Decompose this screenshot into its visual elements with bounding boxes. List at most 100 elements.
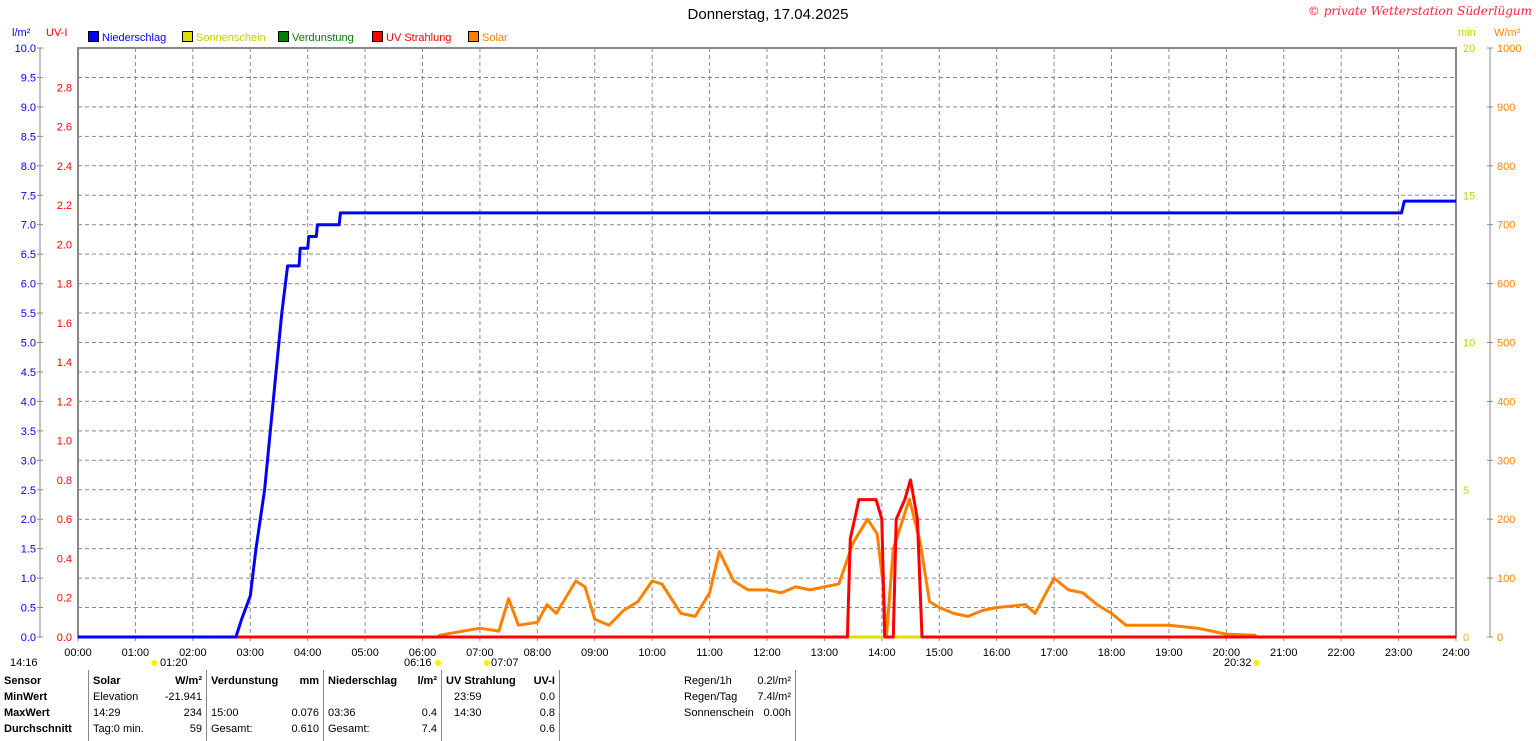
niederschlag-unit: l/m² <box>417 675 437 687</box>
y-tick-label-niederschlag: 3.0 <box>21 455 36 467</box>
x-tick-label: 24:00 <box>1442 647 1470 659</box>
y-tick-label-niederschlag: 5.5 <box>21 308 36 320</box>
cell: -21.941 <box>164 691 202 703</box>
y-tick-label-niederschlag: 2.0 <box>21 514 36 526</box>
verdunstung-head: Verdunstung <box>211 675 279 687</box>
chart: 00:00 01:00 02:00 03:00 04:00 05:00 06:00 07:00… <box>15 43 1521 666</box>
cell: 7.4 <box>421 723 437 735</box>
wm-unit: W/m² <box>1494 27 1521 39</box>
legend-label: Niederschlag <box>102 32 167 44</box>
sun-moon-marker-icon <box>435 660 442 666</box>
cell: 0.610 <box>291 723 319 735</box>
sunrise-marker: 06:16 <box>404 657 432 669</box>
x-tick-label: 07:00 <box>466 647 494 659</box>
y-tick-label-solar: 500 <box>1497 338 1515 350</box>
x-tick-label: 23:00 <box>1385 647 1413 659</box>
y-tick-label-niederschlag: 0.0 <box>21 632 36 644</box>
sun-moon-marker-icon <box>151 660 158 666</box>
y-tick-label-niederschlag: 10.0 <box>15 43 36 55</box>
legend-swatch <box>372 31 383 42</box>
legend-item: Sonnenschein <box>182 31 266 44</box>
left-unit: l/m² <box>12 27 31 39</box>
y-tick-label-uv: 0.6 <box>57 514 72 526</box>
moonset-marker: 07:07 <box>491 657 519 669</box>
y-tick-label-solar: 400 <box>1497 396 1515 408</box>
x-tick-label: 08:00 <box>524 647 552 659</box>
niederschlag-column: Niederschlag l/m² 03:36 0.4 Gesamt: 7.4 <box>324 670 442 741</box>
y-tick-label-min: 10 <box>1463 338 1475 350</box>
cell: 59 <box>189 723 202 735</box>
daylength-marker: 14:16 <box>10 657 38 669</box>
x-tick-label: 05:00 <box>351 647 379 659</box>
legend-swatch <box>468 31 479 42</box>
uv-head: UV Strahlung <box>446 675 516 687</box>
y-tick-label-niederschlag: 1.0 <box>21 573 36 585</box>
cell: 0.00h <box>763 707 791 719</box>
uv-unit-cell: UV-I <box>533 675 555 687</box>
cell: Tag:0 min. <box>93 723 144 735</box>
summary-column: Regen/1h 0.2l/m² Regen/Tag 7.4l/m² Sonnens… <box>680 670 796 741</box>
cell: Regen/1h <box>684 675 732 687</box>
series-niederschlag <box>78 199 1456 639</box>
y-tick-label-uv: 0.8 <box>57 475 72 487</box>
y-tick-label-niederschlag: 9.5 <box>21 72 36 84</box>
legend-swatch <box>278 31 289 42</box>
y-tick-label-solar: 300 <box>1497 455 1515 467</box>
y-tick-label-niederschlag: 1.5 <box>21 544 36 556</box>
cell: 14:30 <box>454 707 482 719</box>
y-tick-label-niederschlag: 4.5 <box>21 367 36 379</box>
y-tick-label-min: 5 <box>1463 485 1469 497</box>
y-tick-label-uv: 0.4 <box>57 553 72 565</box>
y-tick-label-solar: 900 <box>1497 102 1515 114</box>
sensor-head: Sensor <box>4 675 42 687</box>
cell: 7.4l/m² <box>757 691 791 703</box>
chart-title: Donnerstag, 17.04.2025 <box>687 6 849 23</box>
y-tick-label-niederschlag: 7.0 <box>21 220 36 232</box>
legend-swatch <box>182 31 193 42</box>
y-tick-label-niederschlag: 9.0 <box>21 102 36 114</box>
legend-label: Sonnenschein <box>196 32 266 44</box>
min-unit: min <box>1458 27 1476 39</box>
series-solar <box>78 497 1456 639</box>
y-tick-label-uv: 2.2 <box>57 200 72 212</box>
y-tick-label-solar: 800 <box>1497 161 1515 173</box>
x-tick-label: 00:00 <box>64 647 92 659</box>
y-tick-label-solar: 1000 <box>1497 43 1521 55</box>
x-tick-label: 11:00 <box>696 647 723 659</box>
x-tick-label: 03:00 <box>236 647 264 659</box>
y-tick-label-uv: 2.8 <box>57 82 72 94</box>
uv-unit: UV-I <box>46 27 68 39</box>
credit: © private Wetterstation Süderlügum <box>1307 4 1532 18</box>
row-label: MaxWert <box>4 707 50 719</box>
x-tick-label: 20:00 <box>1213 647 1241 659</box>
verdunstung-unit: mm <box>299 675 319 687</box>
y-tick-label-solar: 200 <box>1497 514 1515 526</box>
x-tick-label: 13:00 <box>811 647 839 659</box>
legend-item: Solar <box>468 31 508 44</box>
moonrise-marker: 01:20 <box>160 657 188 669</box>
y-tick-label-uv: 1.0 <box>57 436 72 448</box>
y-tick-label-uv: 0.0 <box>57 632 72 644</box>
x-tick-label: 19:00 <box>1155 647 1183 659</box>
legend-label: UV Strahlung <box>386 32 452 44</box>
legend-swatch <box>88 31 99 42</box>
y-tick-label-uv: 2.4 <box>57 161 72 173</box>
x-tick-label: 02:00 <box>179 647 207 659</box>
uv-column: UV Strahlung UV-I 23:59 0.0 14:30 0.8 0.6 <box>442 670 560 741</box>
y-tick-label-uv: 1.2 <box>57 396 72 408</box>
series-uv-strahlung <box>78 478 1456 639</box>
x-tick-label: 17:00 <box>1040 647 1068 659</box>
cell: Regen/Tag <box>684 691 738 703</box>
y-tick-label-niederschlag: 0.5 <box>21 603 36 615</box>
y-tick-label-solar: 700 <box>1497 220 1515 232</box>
niederschlag-head: Niederschlag <box>328 675 398 687</box>
y-tick-label-niederschlag: 3.5 <box>21 426 36 438</box>
x-tick-label: 14:00 <box>868 647 896 659</box>
legend-item: UV Strahlung <box>372 31 451 44</box>
y-tick-label-niederschlag: 5.0 <box>21 338 36 350</box>
cell: 23:59 <box>454 691 482 703</box>
cell: Gesamt: <box>211 723 253 735</box>
y-tick-label-solar: 100 <box>1497 573 1515 585</box>
y-tick-label-niederschlag: 8.0 <box>21 161 36 173</box>
solar-head: Solar <box>93 675 121 687</box>
